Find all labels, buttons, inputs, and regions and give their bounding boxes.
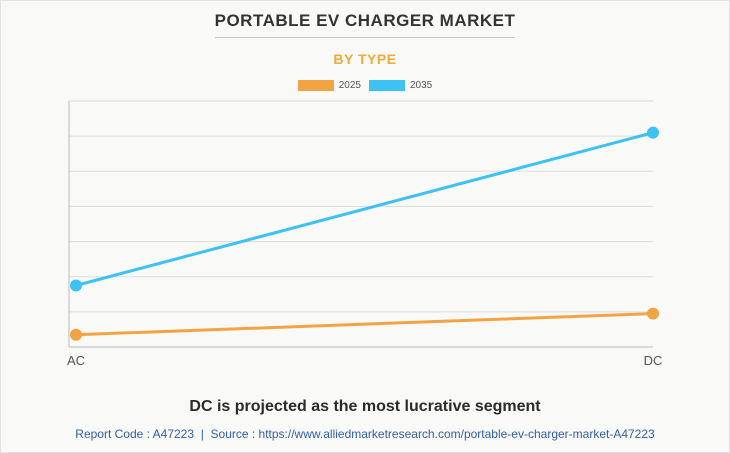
data-point-2025-dc[interactable] bbox=[647, 307, 659, 320]
data-point-2025-ac[interactable] bbox=[70, 328, 82, 341]
chart-headline: DC is projected as the most lucrative se… bbox=[189, 398, 541, 415]
legend-label-2025: 2025 bbox=[338, 80, 361, 91]
title-divider bbox=[215, 37, 515, 38]
series-line-2025 bbox=[74, 312, 655, 337]
series-lines bbox=[70, 126, 659, 341]
legend-item-2025[interactable]: 2025 bbox=[297, 80, 361, 91]
chart-legend: 2025 2035 bbox=[0, 80, 730, 91]
report-footer: Report Code : A47223 | Source : https://… bbox=[0, 427, 730, 441]
legend-swatch-2025 bbox=[297, 80, 334, 91]
legend-item-2035[interactable]: 2035 bbox=[369, 80, 432, 91]
data-point-2035-ac[interactable] bbox=[70, 279, 82, 292]
x-tick-label-ac: AC bbox=[67, 353, 85, 368]
legend-label-2035: 2035 bbox=[410, 80, 433, 91]
series-line-2035 bbox=[74, 131, 655, 287]
legend-swatch-2035 bbox=[369, 80, 405, 91]
chart-title: PORTABLE EV CHARGER MARKET bbox=[214, 11, 516, 30]
x-axis-ticks: AC DC bbox=[67, 353, 662, 368]
footer-separator: | bbox=[200, 427, 204, 441]
grid-lines bbox=[69, 100, 653, 313]
data-point-2035-dc[interactable] bbox=[647, 126, 659, 139]
x-tick-label-dc: DC bbox=[644, 353, 663, 368]
chart-subtitle: BY TYPE bbox=[333, 51, 397, 67]
source-link[interactable]: Source : https://www.alliedmarketresearc… bbox=[210, 427, 655, 441]
report-code: Report Code : A47223 bbox=[75, 427, 195, 441]
